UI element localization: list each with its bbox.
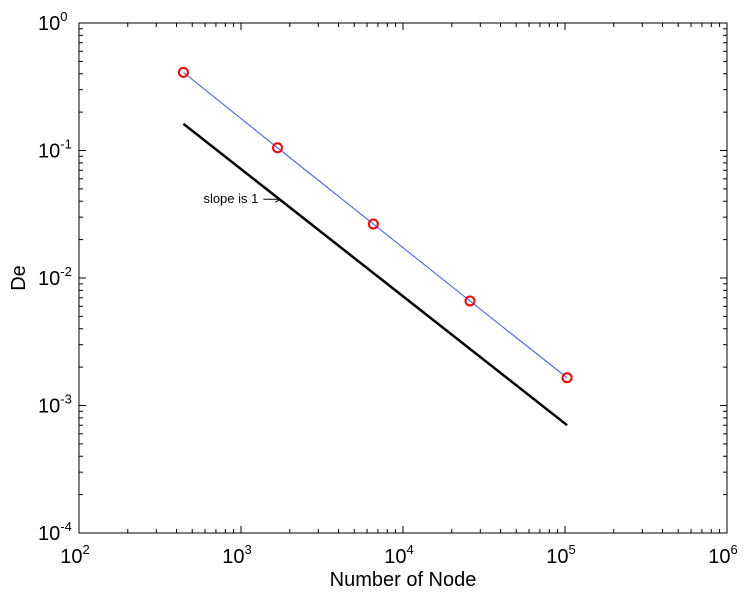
y-tick-label: 10-2 — [38, 264, 72, 290]
x-tick-label: 103 — [222, 542, 251, 568]
annotation-layer: slope is 1 — [203, 191, 282, 206]
y-tick-labels: 10-4 10-3 10-2 10-1 100 — [38, 9, 72, 545]
data-point — [367, 218, 379, 230]
y-tick-label: 10-3 — [38, 392, 72, 418]
x-axis-label: Number of Node — [330, 569, 477, 591]
plot-area — [78, 22, 728, 534]
y-tick-label: 10-1 — [38, 137, 72, 163]
x-tick-label: 105 — [546, 542, 575, 568]
x-tick-label: 104 — [384, 542, 413, 568]
axis-ticks — [78, 22, 728, 534]
y-tick-label: 100 — [38, 9, 67, 35]
y-axis-label: De — [8, 265, 30, 291]
data-point — [561, 372, 573, 384]
x-tick-label: 106 — [708, 542, 737, 568]
error-series-line — [183, 72, 568, 379]
y-tick-label: 10-4 — [38, 519, 72, 545]
data-point — [177, 66, 189, 78]
data-point — [464, 295, 476, 307]
x-tick-label: 102 — [60, 542, 89, 568]
data-point — [272, 142, 284, 154]
slope-annotation: slope is 1 — [203, 191, 258, 206]
series-layer — [177, 66, 573, 427]
slope-annotation-arrowhead — [275, 195, 282, 203]
x-tick-labels: 102 103 104 105 106 — [60, 542, 737, 568]
reference-slope-line — [182, 122, 568, 427]
